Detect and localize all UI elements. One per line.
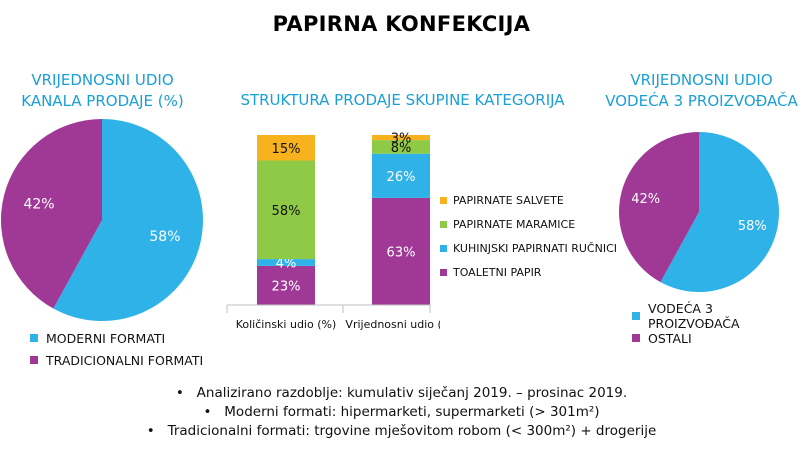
legend-swatch-purple: [440, 268, 447, 276]
right-title-line2: VODEĆA 3 PROIZVOĐAČA: [605, 92, 798, 110]
legend-item-toaletni: TOALETNI PAPIR: [440, 260, 617, 284]
legend-swatch-blue: [632, 312, 640, 320]
legend-label: PAPIRNATE SALVETE: [453, 193, 564, 207]
bar-label-rucnici: 26%: [387, 170, 416, 185]
ostali-slice-label: 42%: [631, 192, 660, 207]
legend-label: TRADICIONALNI FORMATI: [46, 352, 204, 368]
bar-label-toaletni: 63%: [387, 245, 416, 260]
bar-label-maramice: 8%: [391, 141, 412, 156]
moderni-slice: [53, 119, 204, 322]
bar-segment-salvete: [257, 135, 315, 161]
note-text: Moderni formati: hipermarketi, supermark…: [224, 404, 600, 420]
middle-legend: PAPIRNATE SALVETE PAPIRNATE MARAMICE KUH…: [440, 188, 617, 284]
right-chart-title: VRIJEDNOSNI UDIO VODEĆA 3 PROIZVOĐAČA: [600, 70, 803, 112]
bar-segment-maramice: [257, 160, 315, 260]
right-title-line1: VRIJEDNOSNI UDIO: [630, 71, 773, 89]
legend-swatch-purple: [632, 334, 640, 342]
bar-segment-rucnici: [257, 259, 315, 266]
right-legend: VODEĆA 3 PROIZVOĐAČA OSTALI: [632, 301, 803, 349]
page-title: PAPIRNA KONFEKCIJA: [272, 12, 531, 36]
legend-item-maramice: PAPIRNATE MARAMICE: [440, 212, 617, 236]
bar-segment-salvete: [372, 135, 430, 141]
left-title-line2: KANALA PRODAJE (%): [21, 92, 184, 110]
note-modern: • Moderni formati: hipermarketi, superma…: [203, 404, 600, 420]
footnotes: • Analizirano razdoblje: kumulativ siječ…: [0, 384, 803, 441]
bar-label-salvete: 15%: [272, 142, 301, 157]
left-legend: MODERNI FORMATI TRADICIONALNI FORMATI: [30, 327, 203, 371]
left-title-line1: VRIJEDNOSNI UDIO: [31, 71, 174, 89]
note-period: • Analizirano razdoblje: kumulativ siječ…: [175, 385, 628, 401]
bar-label-toaletni: 23%: [272, 279, 301, 294]
left-chart-title: VRIJEDNOSNI UDIO KANALA PRODAJE (%): [0, 70, 205, 112]
legend-item-rucnici: KUHINJSKI PAPIRNATI RUČNICI: [440, 236, 617, 260]
legend-swatch-blue: [30, 334, 38, 342]
left-pie-chart: 58% 42%: [1, 119, 204, 322]
legend-label: VODEĆA 3 PROIZVOĐAČA: [648, 301, 740, 331]
middle-chart-title: STRUKTURA PRODAJE SKUPINE KATEGORIJA: [240, 91, 565, 109]
legend-label: KUHINJSKI PAPIRNATI RUČNICI: [453, 241, 618, 255]
category-label: Vrijednosni udio (%): [345, 318, 440, 331]
bar-segment-toaletni: [372, 197, 430, 305]
right-pie-chart: 58% 42%: [619, 132, 779, 292]
legend-swatch-orange: [440, 196, 447, 204]
bar-label-salvete: 3%: [391, 132, 412, 147]
legend-label: MODERNI FORMATI: [46, 330, 166, 346]
legend-swatch-blue: [440, 244, 447, 252]
bar-segment-toaletni: [257, 265, 315, 305]
stacked-bar-chart: 23% 4% 58% 15% Količinski udio (%) 63% 26% 8%3%…: [226, 132, 440, 331]
legend-label: OSTALI: [648, 330, 692, 346]
legend-item-ostali: OSTALI: [632, 327, 803, 349]
bar-segment-rucnici: [372, 153, 430, 198]
note-text: Analizirano razdoblje: kumulativ siječan…: [196, 385, 628, 401]
note-traditional: • Tradicionalni formati: trgovine mješov…: [146, 423, 657, 439]
tradicionalni-slice: [1, 119, 102, 309]
legend-item-tradicionalni: TRADICIONALNI FORMATI: [30, 349, 203, 371]
note-text: Tradicionalni formati: trgovine mješovit…: [167, 423, 657, 439]
bar-label-maramice: 58%: [272, 204, 301, 219]
moderni-slice-label: 58%: [149, 229, 180, 245]
legend-item-moderni: MODERNI FORMATI: [30, 327, 203, 349]
bar-segment-maramice: [372, 140, 430, 154]
legend-label: TOALETNI PAPIR: [453, 265, 542, 279]
legend-item-vodeca: VODEĆA 3 PROIZVOĐAČA: [632, 301, 803, 331]
ostali-slice: [619, 132, 699, 283]
vodeca-slice: [660, 132, 779, 292]
legend-swatch-purple: [30, 356, 38, 364]
legend-label: PAPIRNATE MARAMICE: [453, 217, 576, 231]
vodeca-slice-label: 58%: [738, 219, 767, 234]
bar-label-rucnici: 4%: [276, 257, 297, 272]
tradicionalni-slice-label: 42%: [23, 197, 54, 213]
category-label: Količinski udio (%): [236, 318, 337, 331]
legend-swatch-green: [440, 220, 447, 228]
legend-item-salvete: PAPIRNATE SALVETE: [440, 188, 617, 212]
